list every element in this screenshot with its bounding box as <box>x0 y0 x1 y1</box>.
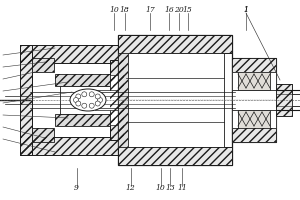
Text: 17: 17 <box>145 6 155 14</box>
Text: 12: 12 <box>126 184 135 192</box>
Bar <box>118 147 232 165</box>
Bar <box>110 60 124 140</box>
Text: 11: 11 <box>178 184 187 192</box>
Circle shape <box>82 103 87 108</box>
Bar <box>126 53 224 147</box>
Text: 20: 20 <box>174 6 183 14</box>
Text: 18: 18 <box>120 6 129 14</box>
Bar <box>276 84 292 116</box>
Bar <box>118 53 128 147</box>
Bar <box>20 137 118 155</box>
Bar <box>60 86 115 114</box>
Bar <box>118 147 232 165</box>
Bar <box>232 90 276 110</box>
Bar <box>232 72 238 128</box>
Circle shape <box>82 92 87 97</box>
Bar <box>110 75 124 125</box>
Bar <box>20 45 118 63</box>
Bar <box>20 45 118 63</box>
Bar <box>95 90 125 110</box>
Circle shape <box>89 92 94 97</box>
Bar <box>20 45 32 155</box>
Bar <box>20 45 32 155</box>
Bar <box>232 128 276 142</box>
Text: 9: 9 <box>74 184 79 192</box>
Bar <box>118 35 232 53</box>
Bar <box>55 114 115 126</box>
Circle shape <box>98 98 103 102</box>
Bar <box>55 74 115 86</box>
Circle shape <box>76 94 81 99</box>
Bar <box>32 58 54 72</box>
Bar <box>110 60 124 140</box>
Text: 15: 15 <box>183 6 192 14</box>
Bar <box>20 137 118 155</box>
Circle shape <box>95 101 100 106</box>
Bar <box>232 58 276 142</box>
Bar <box>232 58 276 72</box>
Text: 1: 1 <box>244 6 248 14</box>
Bar <box>32 58 54 72</box>
Bar <box>118 53 128 147</box>
Circle shape <box>95 94 100 99</box>
Bar <box>32 128 54 142</box>
Bar <box>276 84 292 116</box>
Bar <box>32 128 54 142</box>
Bar <box>55 114 115 126</box>
Circle shape <box>76 101 81 106</box>
Bar <box>232 128 276 142</box>
Circle shape <box>74 98 79 102</box>
Text: 10: 10 <box>156 184 165 192</box>
Bar <box>232 58 276 72</box>
Bar <box>270 72 276 128</box>
Bar <box>238 110 270 128</box>
Circle shape <box>89 103 94 108</box>
Bar <box>118 53 128 147</box>
Ellipse shape <box>70 89 106 111</box>
Bar <box>276 84 292 116</box>
Text: 16: 16 <box>165 6 174 14</box>
Bar <box>20 45 32 155</box>
Bar <box>118 35 232 53</box>
Bar <box>292 94 300 106</box>
Bar <box>238 72 270 90</box>
Bar <box>55 74 115 86</box>
Text: 1: 1 <box>244 6 248 14</box>
Bar <box>118 35 232 165</box>
Text: 13: 13 <box>166 184 175 192</box>
Text: 10: 10 <box>109 6 119 14</box>
